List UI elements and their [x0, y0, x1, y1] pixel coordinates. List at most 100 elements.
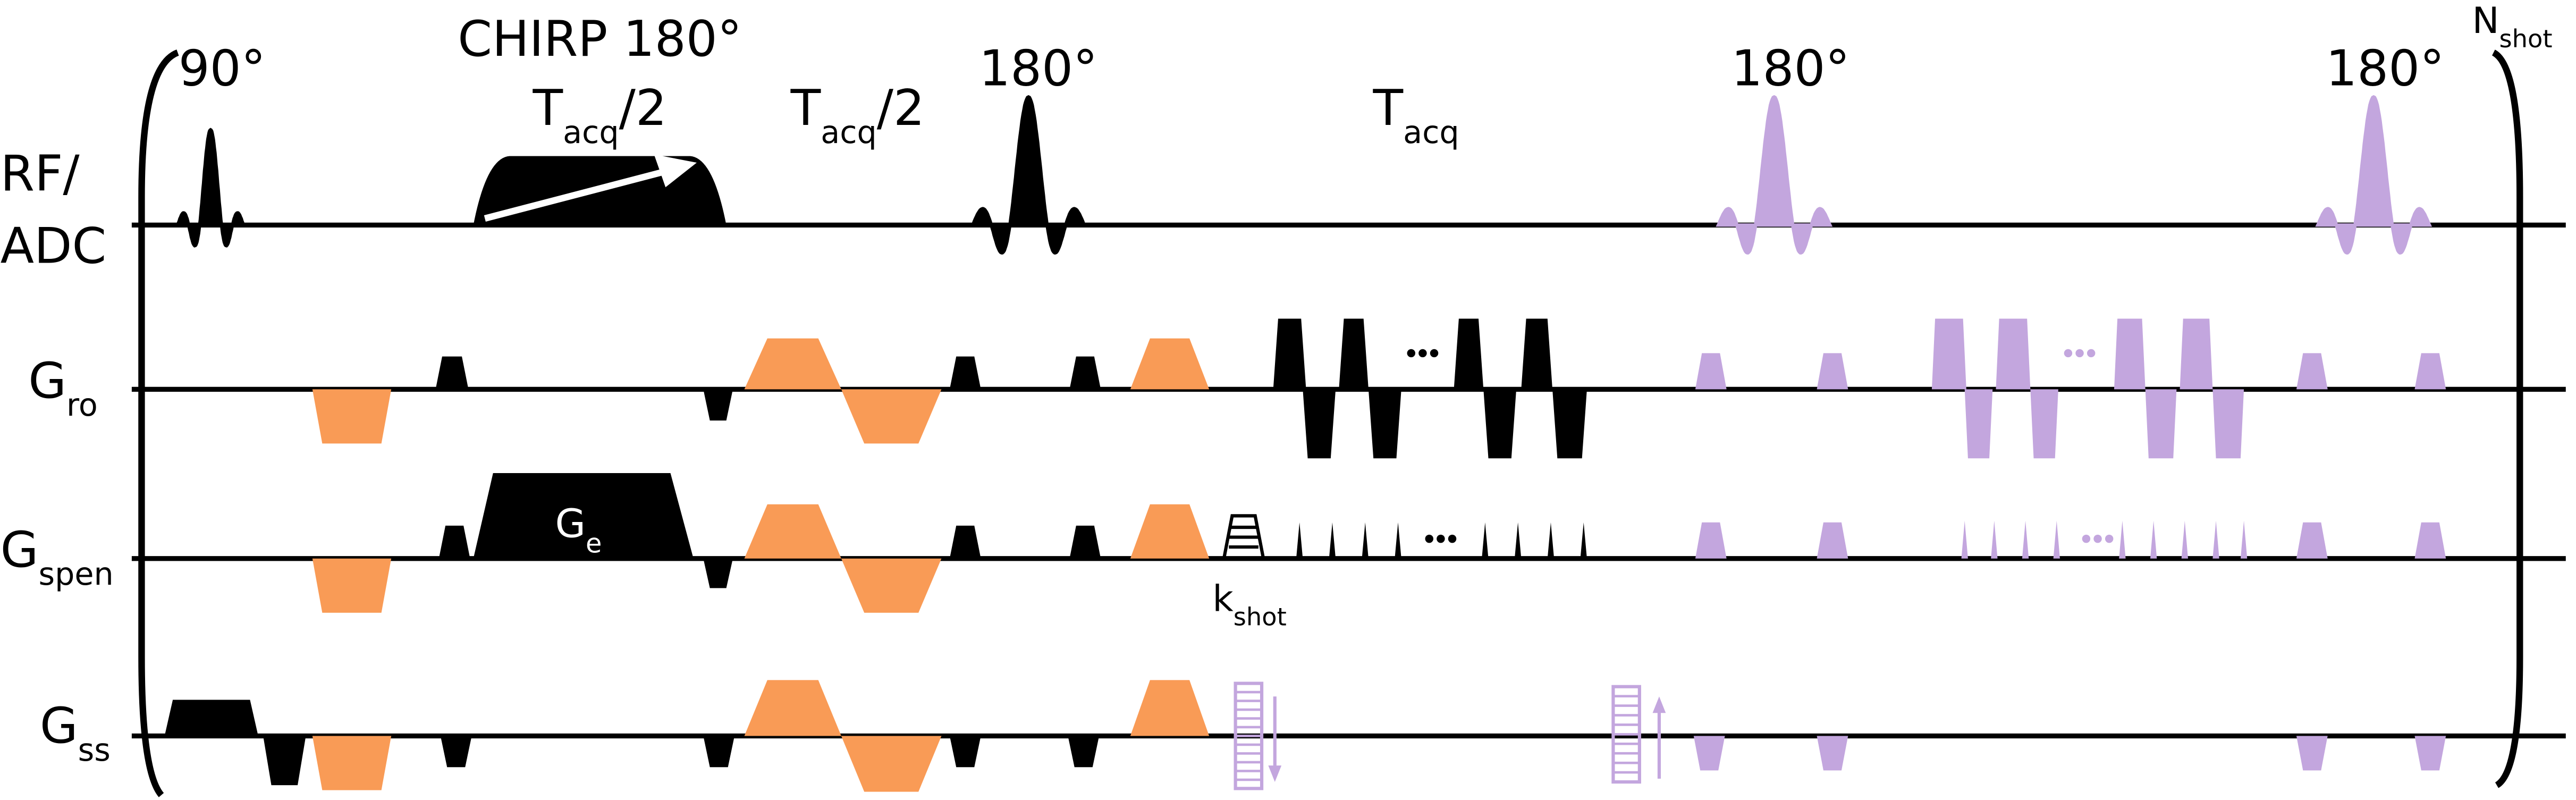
rf-pulse — [175, 128, 246, 248]
gradient-lobe — [949, 356, 981, 390]
gradient-lobe — [2296, 736, 2328, 771]
pulse-label: CHIRP 180° — [458, 10, 742, 68]
gradient-lobe — [438, 525, 470, 559]
pulse-label: 90° — [179, 40, 266, 97]
rf-pulse — [1716, 95, 1833, 255]
gradient-lobe — [1368, 389, 1401, 459]
kshot-blip — [1222, 514, 1265, 560]
ellipsis-dot — [2105, 534, 2114, 543]
gradient-lobe — [2180, 318, 2213, 390]
spen-blip — [1514, 522, 1522, 559]
gradient-lobe — [1339, 318, 1369, 390]
gradient-lobe — [2114, 318, 2146, 390]
gradient-lobe — [1069, 356, 1101, 390]
spen-blip — [2022, 520, 2029, 559]
spen-blip — [2212, 520, 2219, 559]
ellipsis-dot — [1418, 349, 1427, 358]
spen-blip — [1580, 522, 1587, 559]
timing-label: Tacq/2 — [790, 79, 925, 150]
spen-blip — [2240, 520, 2248, 559]
ellipsis-dot — [1437, 534, 1445, 543]
gradient-lobe — [2296, 522, 2328, 559]
arrowhead — [1268, 765, 1282, 782]
gradient-lobe — [2030, 389, 2058, 459]
gradient-lobe — [1273, 318, 1306, 390]
gradient-lobe — [473, 473, 694, 559]
gradient-lobe — [1695, 522, 1727, 559]
ellipsis-dot — [1448, 534, 1457, 543]
arrowhead — [1652, 696, 1666, 713]
gradient-lobe — [841, 558, 942, 613]
gradient-lobe — [949, 525, 981, 559]
spen-blip — [1296, 522, 1303, 559]
gradient-lobe — [1069, 525, 1101, 559]
gradient-lobe — [435, 356, 469, 390]
kspace-label: kshot — [1212, 578, 1286, 631]
spen-blip — [1991, 520, 1998, 559]
spen-blip — [1329, 522, 1336, 559]
gradient-lobe — [312, 389, 392, 444]
spen-blip — [1547, 522, 1555, 559]
rf-pulse — [2315, 95, 2433, 255]
gradient-lobe — [1964, 389, 1993, 459]
gradient-lobe — [703, 558, 733, 588]
gradient-lobe — [1695, 353, 1727, 390]
gradient-lobe — [1552, 389, 1587, 459]
row-label: ADC — [1, 217, 107, 274]
gradient-lobe — [1996, 318, 2031, 390]
gradient-lobe — [841, 736, 942, 792]
gradient-label: Ge — [555, 501, 602, 559]
repeat-label: Nshot — [2472, 0, 2553, 53]
gradient-lobe — [703, 389, 733, 421]
gradient-lobe — [1130, 338, 1210, 390]
gradient-lobe — [1130, 504, 1210, 559]
rf-pulse — [970, 95, 1087, 255]
row-label: RF/ — [1, 145, 80, 202]
row-label: Gss — [40, 697, 111, 768]
spen-blip — [1482, 522, 1489, 559]
ellipsis-dot — [2075, 349, 2084, 358]
gradient-lobe — [744, 680, 841, 736]
gradient-lobe — [744, 338, 841, 390]
timing-label: Tacq — [1372, 79, 1459, 150]
gradient-lobe — [1303, 389, 1336, 459]
ellipsis-dot — [1425, 534, 1433, 543]
ellipsis-dot — [2093, 534, 2102, 543]
gradient-lobe — [2145, 389, 2177, 459]
row-label: Gspen — [1, 521, 114, 592]
pulse-label: 180° — [1731, 40, 1849, 97]
gradient-lobe — [164, 700, 258, 736]
bracket-right — [2491, 49, 2523, 788]
pulse-label: 180° — [979, 40, 1097, 97]
gradient-lobe — [2414, 522, 2446, 559]
ellipsis-dot — [1430, 349, 1439, 358]
timing-label: Tacq/2 — [532, 79, 666, 150]
spen-blip — [2181, 520, 2189, 559]
spen-blip — [1395, 522, 1401, 559]
gradient-lobe — [1931, 318, 1966, 390]
ellipsis-dot — [2082, 534, 2091, 543]
gradient-lobe — [1817, 736, 1848, 771]
spen-blip — [1961, 520, 1968, 559]
gradient-lobe — [1130, 680, 1210, 736]
gradient-lobe — [1693, 736, 1725, 771]
gradient-lobe — [2414, 736, 2446, 771]
spen-blip — [2053, 520, 2060, 559]
gradient-lobe — [440, 736, 472, 768]
gradient-lobe — [841, 389, 942, 444]
gradient-lobe — [263, 736, 306, 786]
spen-blip — [2119, 520, 2126, 559]
ellipsis-dot — [2087, 349, 2096, 358]
chirp-arrow — [484, 166, 675, 222]
spen-blip — [1362, 522, 1369, 559]
gradient-lobe — [703, 736, 735, 768]
gradient-lobe — [1454, 318, 1484, 390]
gradient-lobe — [1521, 318, 1553, 390]
pulse-label: 180° — [2326, 40, 2444, 97]
gradient-lobe — [1068, 736, 1100, 768]
gradient-lobe — [1817, 353, 1848, 390]
waveforms — [131, 95, 2566, 792]
gradient-lobe — [2212, 389, 2244, 459]
gradient-lobe — [312, 558, 392, 613]
